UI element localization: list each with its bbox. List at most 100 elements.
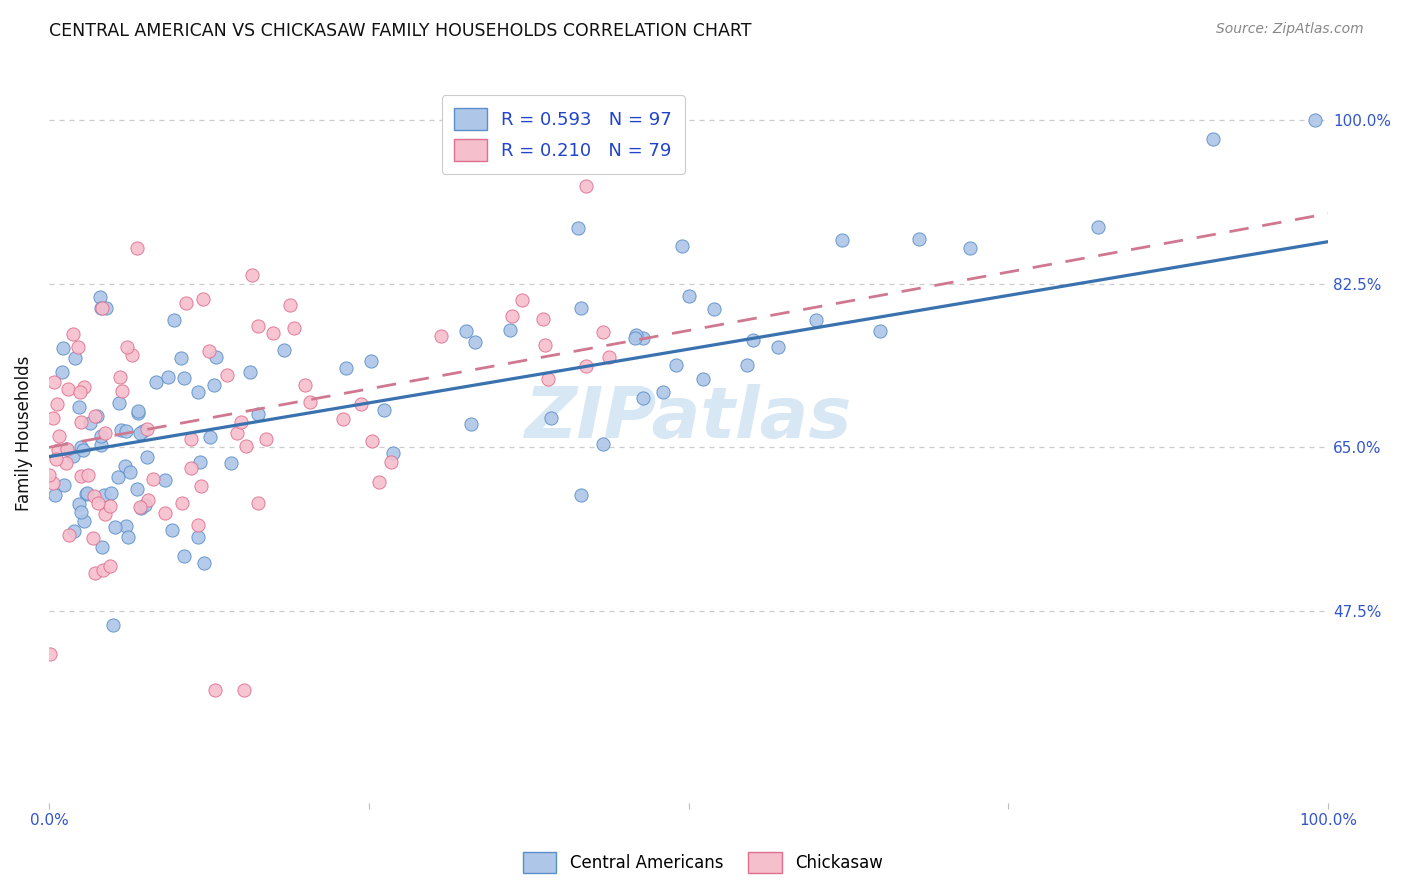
Point [278, 298, 301, 312]
Point [136, 493, 159, 508]
Point [174, 296, 197, 310]
Point [631, 391, 654, 405]
Point [38, 467, 60, 482]
Point [349, 397, 371, 411]
Point [180, 461, 202, 475]
Point [69, 440, 91, 454]
Point [188, 455, 211, 469]
Point [48, 428, 70, 442]
Point [63, 524, 86, 538]
Point [98, 559, 121, 574]
Point [125, 241, 148, 255]
Point [114, 424, 136, 438]
Point [536, 372, 558, 386]
Point [44, 376, 66, 390]
Point [127, 404, 149, 418]
Point [703, 301, 725, 316]
Point [83, 409, 105, 424]
Point [72, 443, 94, 458]
Point [121, 348, 143, 362]
Point [665, 358, 688, 372]
Point [624, 331, 647, 345]
Point [86, 409, 108, 423]
Point [373, 403, 395, 417]
Text: Source: ZipAtlas.com: Source: ZipAtlas.com [1216, 22, 1364, 37]
Point [104, 520, 127, 534]
Point [540, 410, 562, 425]
Point [110, 423, 132, 437]
Point [46, 442, 69, 457]
Point [90, 301, 112, 315]
Point [831, 233, 853, 247]
Point [142, 472, 165, 486]
Point [94, 301, 117, 316]
Point [73, 380, 96, 394]
Point [202, 377, 225, 392]
Point [45, 451, 67, 466]
Point [575, 359, 598, 374]
Point [79, 417, 101, 431]
Point [219, 456, 242, 470]
Point [735, 358, 758, 372]
Point [531, 312, 554, 326]
Point [69, 415, 91, 429]
Point [592, 437, 614, 451]
Point [247, 319, 270, 334]
Point [652, 385, 675, 400]
Point [360, 354, 382, 368]
Point [42, 475, 65, 490]
Point [98, 499, 121, 513]
Point [464, 334, 486, 349]
Point [90, 438, 112, 452]
Point [198, 430, 221, 444]
Point [534, 337, 557, 351]
Point [294, 378, 316, 392]
Point [135, 422, 157, 436]
Point [67, 497, 90, 511]
Point [569, 301, 592, 316]
Point [90, 301, 112, 315]
Point [240, 268, 263, 283]
Point [170, 496, 193, 510]
Point [76, 486, 98, 500]
Point [187, 530, 209, 544]
Point [187, 384, 209, 399]
Point [299, 395, 322, 409]
Point [191, 292, 214, 306]
Point [118, 465, 141, 479]
Point [204, 683, 226, 698]
Point [454, 324, 477, 338]
Point [156, 369, 179, 384]
Point [1202, 132, 1225, 146]
Point [273, 343, 295, 357]
Point [162, 523, 184, 537]
Point [67, 341, 90, 355]
Point [741, 333, 763, 347]
Point [575, 178, 598, 193]
Point [91, 563, 114, 577]
Point [89, 289, 111, 303]
Text: CENTRAL AMERICAN VS CHICKASAW FAMILY HOUSEHOLDS CORRELATION CHART: CENTRAL AMERICAN VS CHICKASAW FAMILY HOU… [49, 22, 752, 40]
Point [52, 341, 75, 355]
Point [58, 528, 80, 542]
Point [51, 365, 73, 379]
Point [42, 411, 65, 425]
Point [806, 313, 828, 327]
Point [45, 396, 67, 410]
Point [129, 425, 152, 440]
Point [430, 329, 453, 343]
Point [262, 326, 284, 341]
Point [215, 368, 238, 382]
Point [75, 487, 97, 501]
Point [173, 371, 195, 385]
Point [1087, 220, 1109, 235]
Point [180, 432, 202, 446]
Point [63, 351, 86, 365]
Point [55, 457, 77, 471]
Point [69, 469, 91, 483]
Point [626, 327, 648, 342]
Point [93, 488, 115, 502]
Point [671, 239, 693, 253]
Point [100, 485, 122, 500]
Point [631, 331, 654, 345]
